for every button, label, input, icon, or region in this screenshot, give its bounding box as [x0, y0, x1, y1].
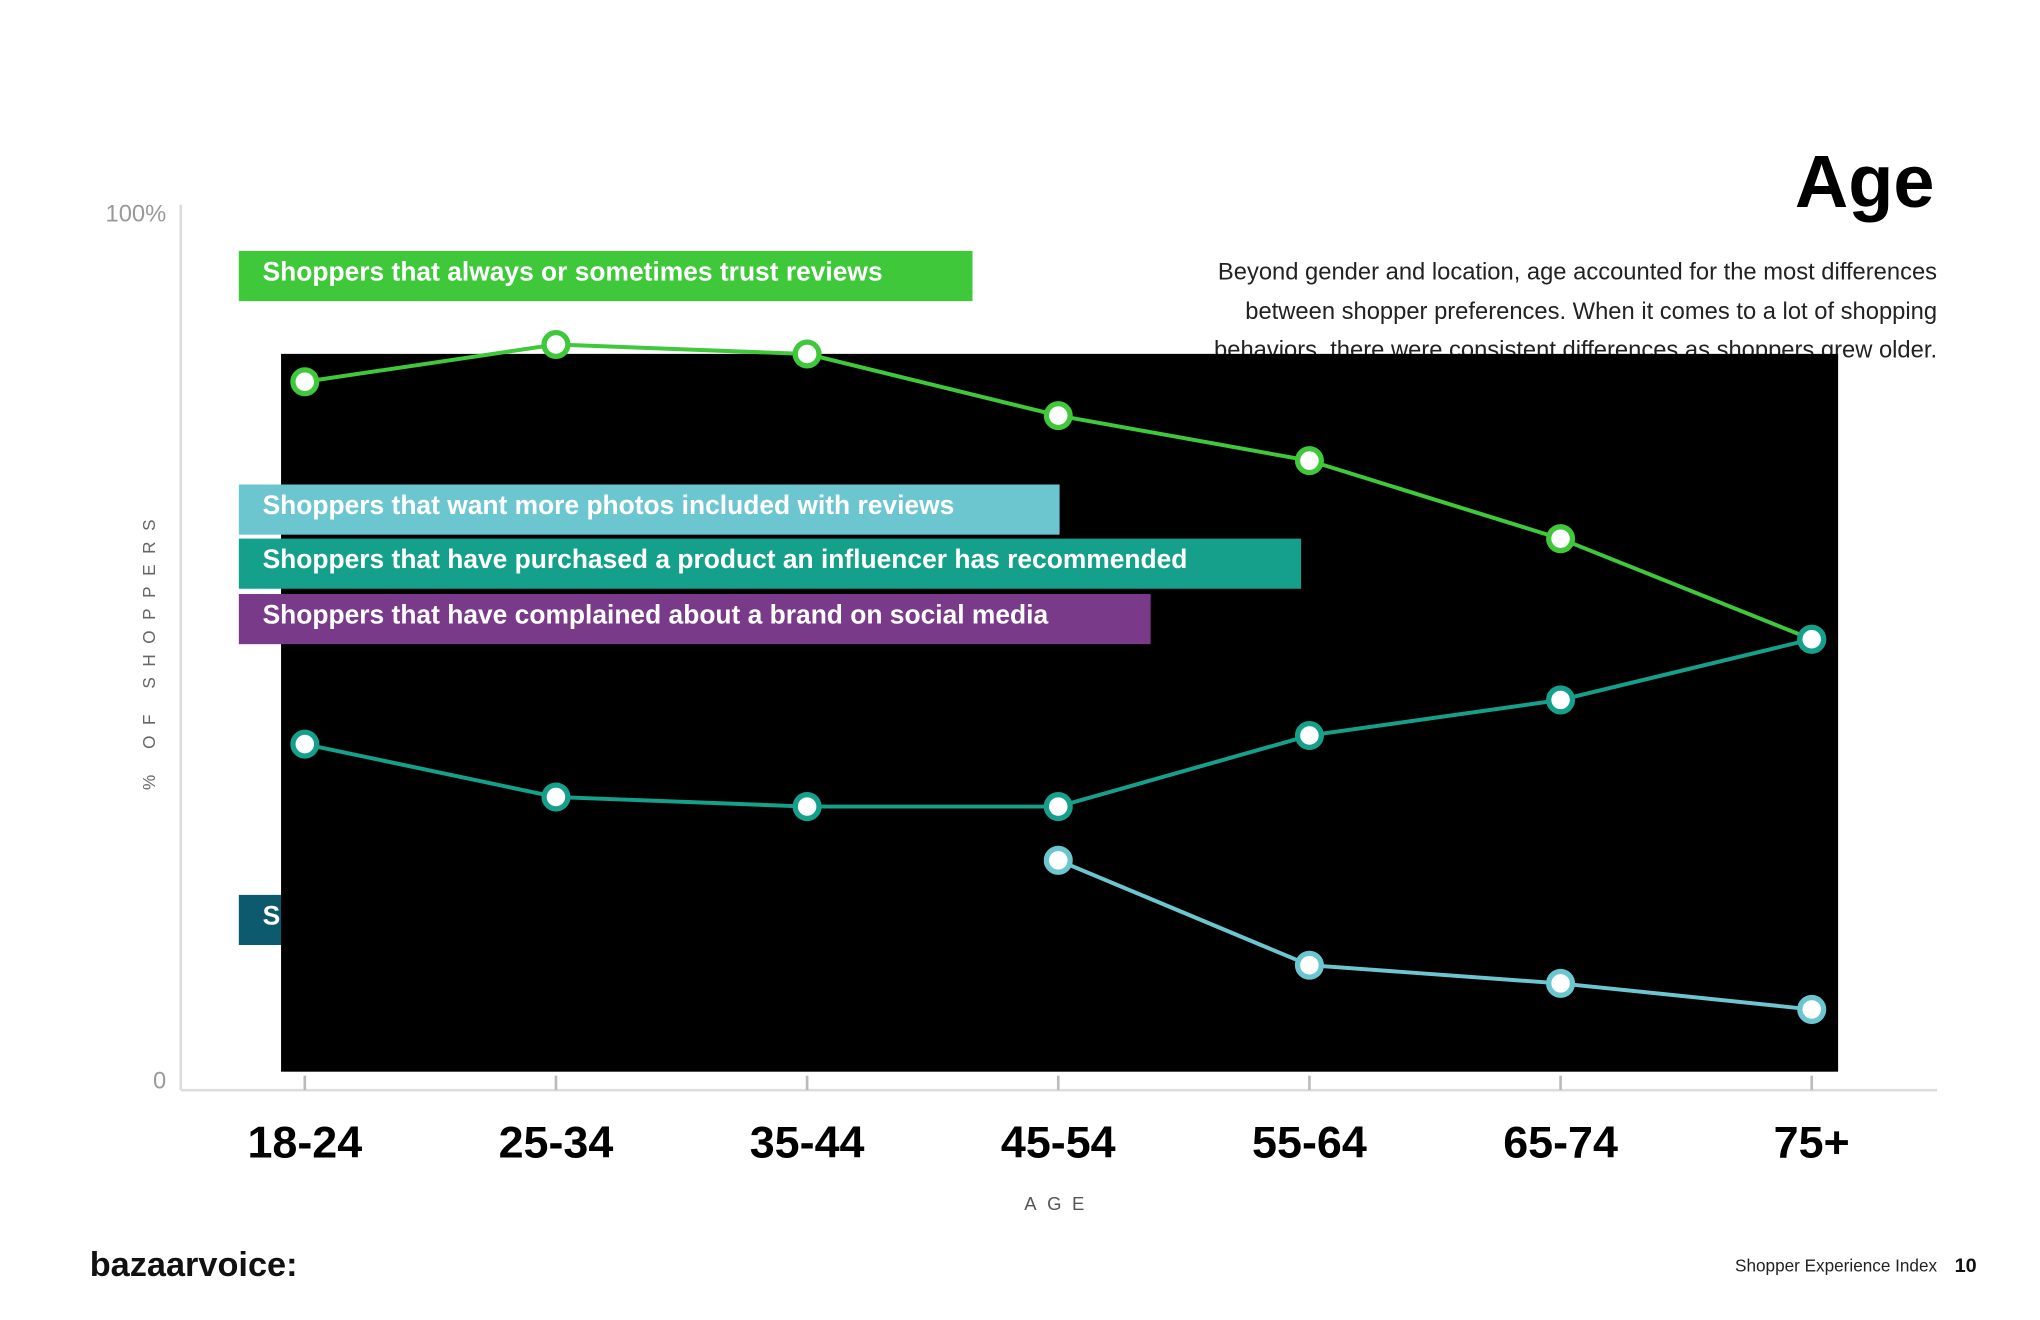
data-point [792, 339, 822, 369]
y-tick-label: 100% [106, 201, 167, 228]
legend-layer: Shoppers that always or sometimes trust … [238, 250, 1302, 645]
data-point [1294, 720, 1324, 750]
data-point [1797, 624, 1827, 654]
data-point [1797, 994, 1827, 1024]
data-point [541, 782, 571, 812]
legend-label: Shoppers that always or sometimes trust … [263, 256, 883, 286]
description-line: between shopper preferences. When it com… [1245, 298, 1937, 325]
y-axis-label: % OF SHOPPERS [139, 509, 159, 790]
data-point [1546, 968, 1576, 998]
brand-logo: bazaarvoice: [90, 1246, 298, 1284]
chart-title: Age [1795, 140, 1935, 223]
data-point [290, 729, 320, 759]
x-tick-label: 75+ [1774, 1116, 1850, 1167]
legend-swatch [238, 538, 1302, 589]
x-tick-label: 55-64 [1252, 1116, 1367, 1167]
data-point [1546, 524, 1576, 554]
y-tick-label: 0 [153, 1068, 166, 1095]
data-point [1546, 685, 1576, 715]
legend-swatch [238, 594, 1151, 645]
data-point [792, 792, 822, 822]
x-tick-label: 65-74 [1503, 1116, 1618, 1167]
data-point [290, 367, 320, 397]
data-point [1043, 845, 1073, 875]
legend-label: Shoppers that have complained about a br… [263, 599, 1049, 629]
x-tick-label: 25-34 [499, 1116, 614, 1167]
legend-label: Shoppers that have purchased a product a… [263, 544, 1188, 574]
lines-layer [290, 329, 1827, 1024]
page-number: 10 [1955, 1255, 1977, 1277]
series-line [1057, 858, 1812, 1012]
legend-label: Shoppers that want more photos included … [263, 490, 955, 520]
description-line: Beyond gender and location, age accounte… [1218, 259, 1937, 286]
x-axis-label: AGE [1024, 1193, 1095, 1214]
x-tick-label: 45-54 [1001, 1116, 1116, 1167]
data-point [1294, 446, 1324, 476]
x-tick-label: 35-44 [750, 1116, 865, 1167]
data-point [541, 329, 571, 360]
data-point [1043, 792, 1073, 822]
legend-swatch [238, 484, 1060, 535]
legend-swatch [238, 250, 973, 302]
x-tick-label: 18-24 [247, 1116, 362, 1167]
overlay-block [281, 353, 1839, 1072]
publication: Shopper Experience Index [1735, 1256, 1937, 1276]
data-point [1043, 401, 1073, 431]
data-point [1294, 950, 1324, 980]
